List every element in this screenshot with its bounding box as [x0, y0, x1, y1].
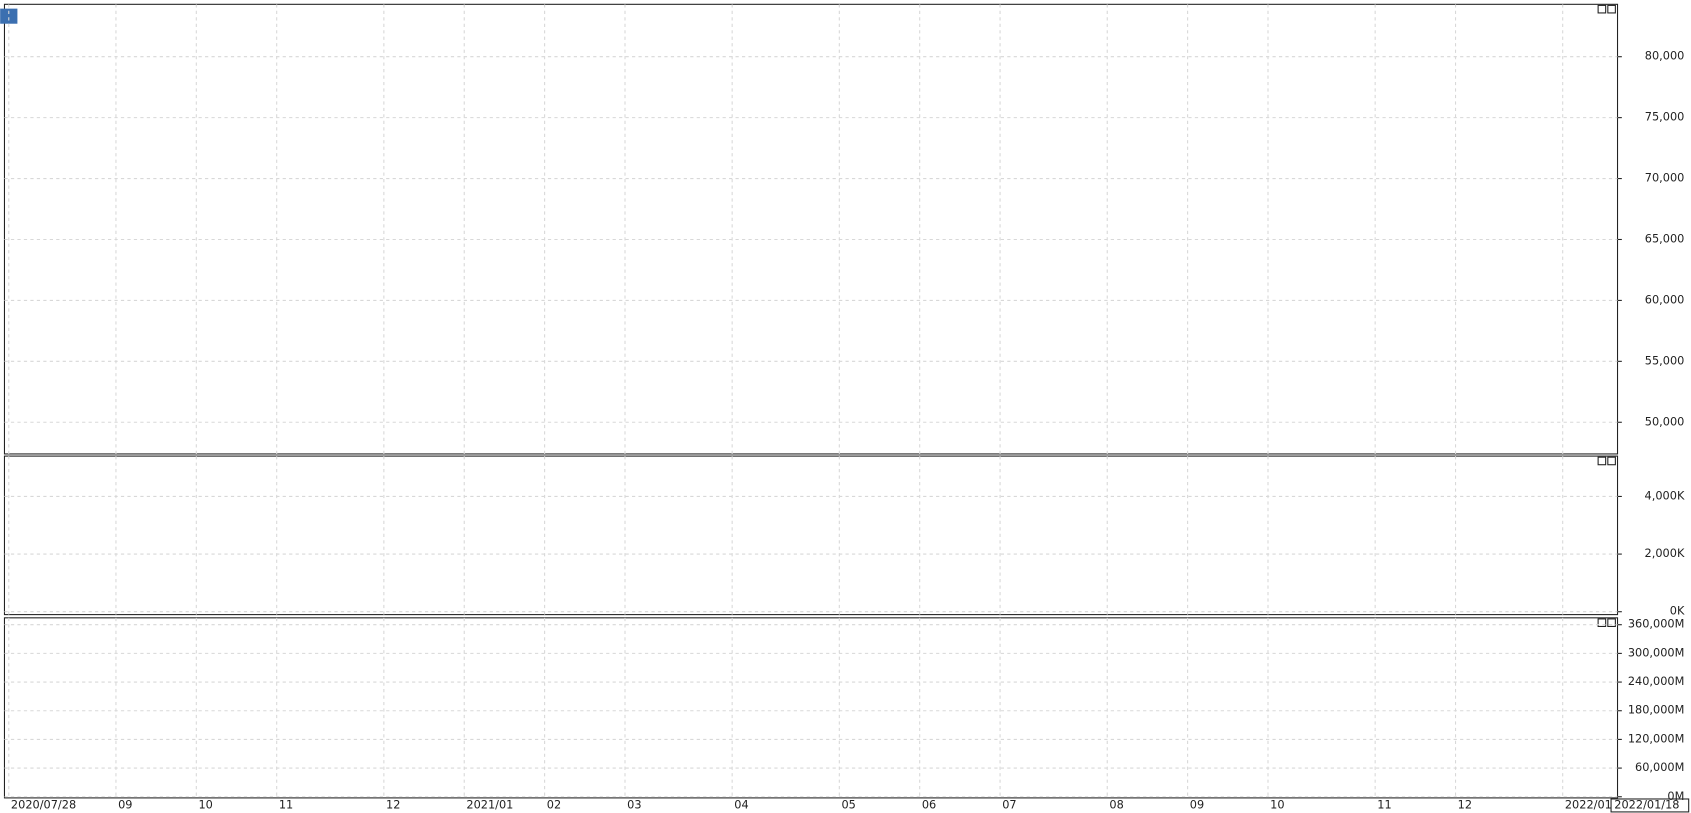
mode-badge[interactable] — [0, 8, 18, 24]
y-tick-label: 60,000 — [1645, 292, 1685, 306]
y-tick-label: 50,000 — [1645, 414, 1685, 428]
x-tick-label: 2021/01 — [466, 797, 513, 811]
panel-button[interactable] — [1597, 618, 1607, 628]
y-tick-label: 2,000K — [1645, 546, 1685, 560]
label-layer: 2020/07/28 09 10 11 12 2021/01 02 03 04 05 06 07 08 0… — [11, 49, 1690, 813]
x-tick-label: 10 — [1270, 797, 1284, 811]
y-tick-label: 70,000 — [1645, 171, 1685, 185]
x-tick-label: 09 — [118, 797, 132, 811]
y-tick-label: 55,000 — [1645, 353, 1685, 367]
date-box — [1610, 798, 1690, 813]
x-tick-label: 12 — [1458, 797, 1472, 811]
grid-layer — [4, 4, 1622, 798]
panel-button[interactable] — [1607, 4, 1616, 14]
y-tick-label: 60,000M — [1635, 760, 1684, 774]
y-tick-label: 0K — [1670, 604, 1685, 618]
y-tick-label: 4,000K — [1645, 488, 1685, 502]
y-tick-label: 0M — [1667, 789, 1684, 803]
panel-button[interactable] — [1607, 618, 1616, 628]
x-tick-label: 11 — [279, 797, 293, 811]
x-tick-label: 2020/07/28 — [11, 797, 76, 811]
x-tick-label: 09 — [1190, 797, 1204, 811]
y-tick-label: 300,000M — [1628, 645, 1685, 659]
panel-button[interactable] — [1607, 456, 1616, 466]
volume-panel — [3, 455, 1619, 616]
x-tick-label: 10 — [198, 797, 212, 811]
price-panel — [3, 3, 1619, 455]
x-tick-label: 2022/01 — [1565, 797, 1612, 811]
x-tick-label: 03 — [627, 797, 641, 811]
y-tick-label: 360,000M — [1628, 617, 1685, 631]
x-tick-label: 11 — [1377, 797, 1391, 811]
y-tick-label: 75,000 — [1645, 110, 1685, 124]
x-tick-label: 08 — [1109, 797, 1123, 811]
x-tick-label: 05 — [841, 797, 855, 811]
y-tick-label: 240,000M — [1628, 674, 1685, 688]
x-tick-label: 2022/01/18 — [1614, 797, 1679, 811]
panel-button[interactable] — [1597, 456, 1607, 466]
x-tick-label: 06 — [922, 797, 936, 811]
x-tick-label: 02 — [547, 797, 561, 811]
y-tick-label: 80,000 — [1645, 49, 1685, 63]
panel-button[interactable] — [1597, 4, 1607, 14]
y-tick-label: 180,000M — [1628, 703, 1685, 717]
x-tick-label: 12 — [386, 797, 400, 811]
x-tick-label: 04 — [734, 797, 748, 811]
y-tick-label: 120,000M — [1628, 731, 1685, 745]
y-tick-label: 65,000 — [1645, 231, 1685, 245]
value-panel — [3, 617, 1619, 799]
x-tick-label: 07 — [1002, 797, 1016, 811]
